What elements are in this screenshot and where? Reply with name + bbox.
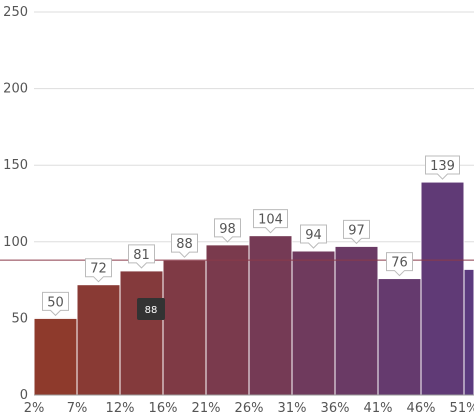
bar[interactable] [205,244,250,396]
bar[interactable] [162,259,207,396]
x-tick-label: 26% [235,401,264,413]
data-label-text: 139 [430,159,455,174]
bar[interactable] [334,245,379,396]
data-label-box [171,233,198,258]
data-label-text: 81 [133,248,150,263]
data-label-text: 88 [176,237,193,252]
data-label: 81 [128,244,155,269]
bar[interactable] [420,181,465,396]
data-label: 76 [386,252,413,277]
data-label: 88 [171,233,198,258]
x-tick-label: 21% [192,401,221,413]
data-label-text: 76 [391,256,408,271]
data-label-box [128,244,155,269]
data-label-box [343,219,370,245]
data-label-box [425,155,460,180]
data-label-text: 72 [90,262,107,277]
bar[interactable] [463,268,474,396]
x-tick-label: 31% [278,401,307,413]
bar[interactable] [248,235,293,396]
bar[interactable] [377,278,422,396]
data-label-box [214,218,241,243]
y-axis-ticks: 0 50 100 150 200 250 [3,5,28,403]
data-label: 104 [253,209,288,234]
bar[interactable] [33,317,78,396]
x-axis-ticks: 2% 7% 12% 16% 21% 26% 31% 36% 41% 46% 51% [24,401,474,413]
data-label-box [386,252,413,277]
data-label-text: 98 [219,222,236,237]
data-label: 98 [214,218,241,243]
y-tick-label: 150 [3,158,28,173]
data-label-box [85,258,112,283]
x-tick-label: 36% [321,401,350,413]
data-label: 94 [300,224,327,249]
bar[interactable] [76,284,121,396]
data-label-text: 104 [258,213,283,228]
data-label-text: 97 [348,223,365,238]
data-label: 50 [42,291,69,317]
y-tick-label: 0 [20,388,28,403]
y-tick-label: 100 [3,235,28,250]
data-labels: 50 72 81 88 98 104 94 97 76 139 [42,155,460,317]
data-label-text: 50 [47,295,64,310]
y-tick-label: 250 [3,5,28,20]
bars [33,181,474,396]
y-tick-label: 50 [11,311,28,326]
data-label-box [253,209,288,234]
data-label-box [42,291,69,317]
data-label-text: 94 [305,228,322,243]
data-label-box [300,224,327,249]
x-tick-label: 7% [67,401,88,413]
data-label: 139 [425,155,460,180]
data-label: 97 [343,219,370,245]
y-tick-label: 200 [3,82,28,97]
tooltip-text: 88 [145,305,158,316]
x-tick-label: 12% [106,401,135,413]
x-tick-label: 51% [450,401,474,413]
bar[interactable] [291,250,336,396]
x-tick-label: 16% [149,401,178,413]
tooltip-box [137,298,165,320]
x-tick-label: 46% [407,401,436,413]
x-tick-label: 2% [24,401,45,413]
tooltip: 88 [137,298,165,320]
x-tick-label: 41% [364,401,393,413]
bar[interactable] [119,270,164,396]
data-label: 72 [85,258,112,283]
